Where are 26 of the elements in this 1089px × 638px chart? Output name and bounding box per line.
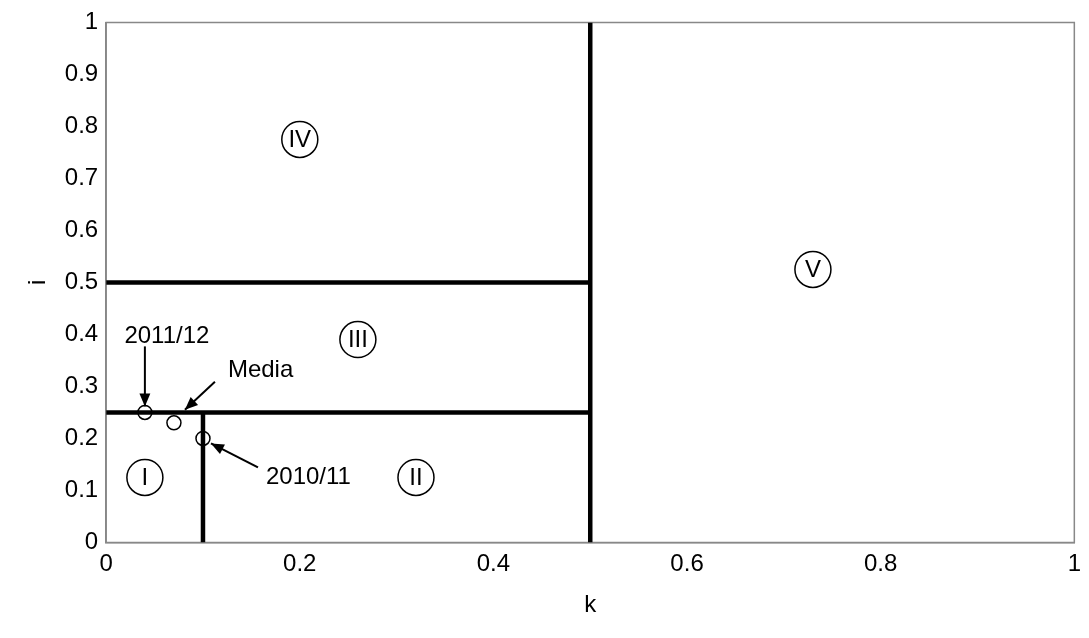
y-tick-label: 0.5: [64, 267, 99, 295]
y-tick-label: 1: [84, 7, 99, 35]
x-tick-label: 0.8: [864, 549, 898, 577]
annotation: IV: [288, 125, 312, 153]
annotation: II: [409, 463, 423, 491]
annotation: Media: [227, 355, 294, 383]
y-axis-title: i: [23, 279, 51, 286]
y-tick-label: 0.8: [64, 111, 99, 139]
annotation: V: [804, 255, 821, 283]
y-tick-label: 0.3: [64, 371, 99, 399]
x-tick-label: 0.6: [670, 549, 704, 577]
y-tick-label: 0: [84, 527, 99, 555]
x-tick-label: 0.2: [283, 549, 317, 577]
annotation: III: [347, 325, 368, 353]
annotation: 2011/12: [124, 321, 210, 349]
y-tick-label: 0.2: [64, 423, 99, 451]
y-tick-label: 0.9: [64, 59, 99, 87]
y-tick-label: 0.7: [64, 163, 99, 191]
y-tick-label: 0.6: [64, 215, 99, 243]
x-tick-label: 0.4: [476, 549, 511, 577]
y-tick-label: 0.4: [64, 319, 99, 347]
x-axis-title: k: [584, 590, 598, 618]
annotation: I: [141, 463, 149, 491]
y-tick-label: 0.1: [64, 475, 99, 503]
x-tick-label: 1: [1067, 549, 1082, 577]
annotation: 2010/11: [265, 462, 351, 490]
